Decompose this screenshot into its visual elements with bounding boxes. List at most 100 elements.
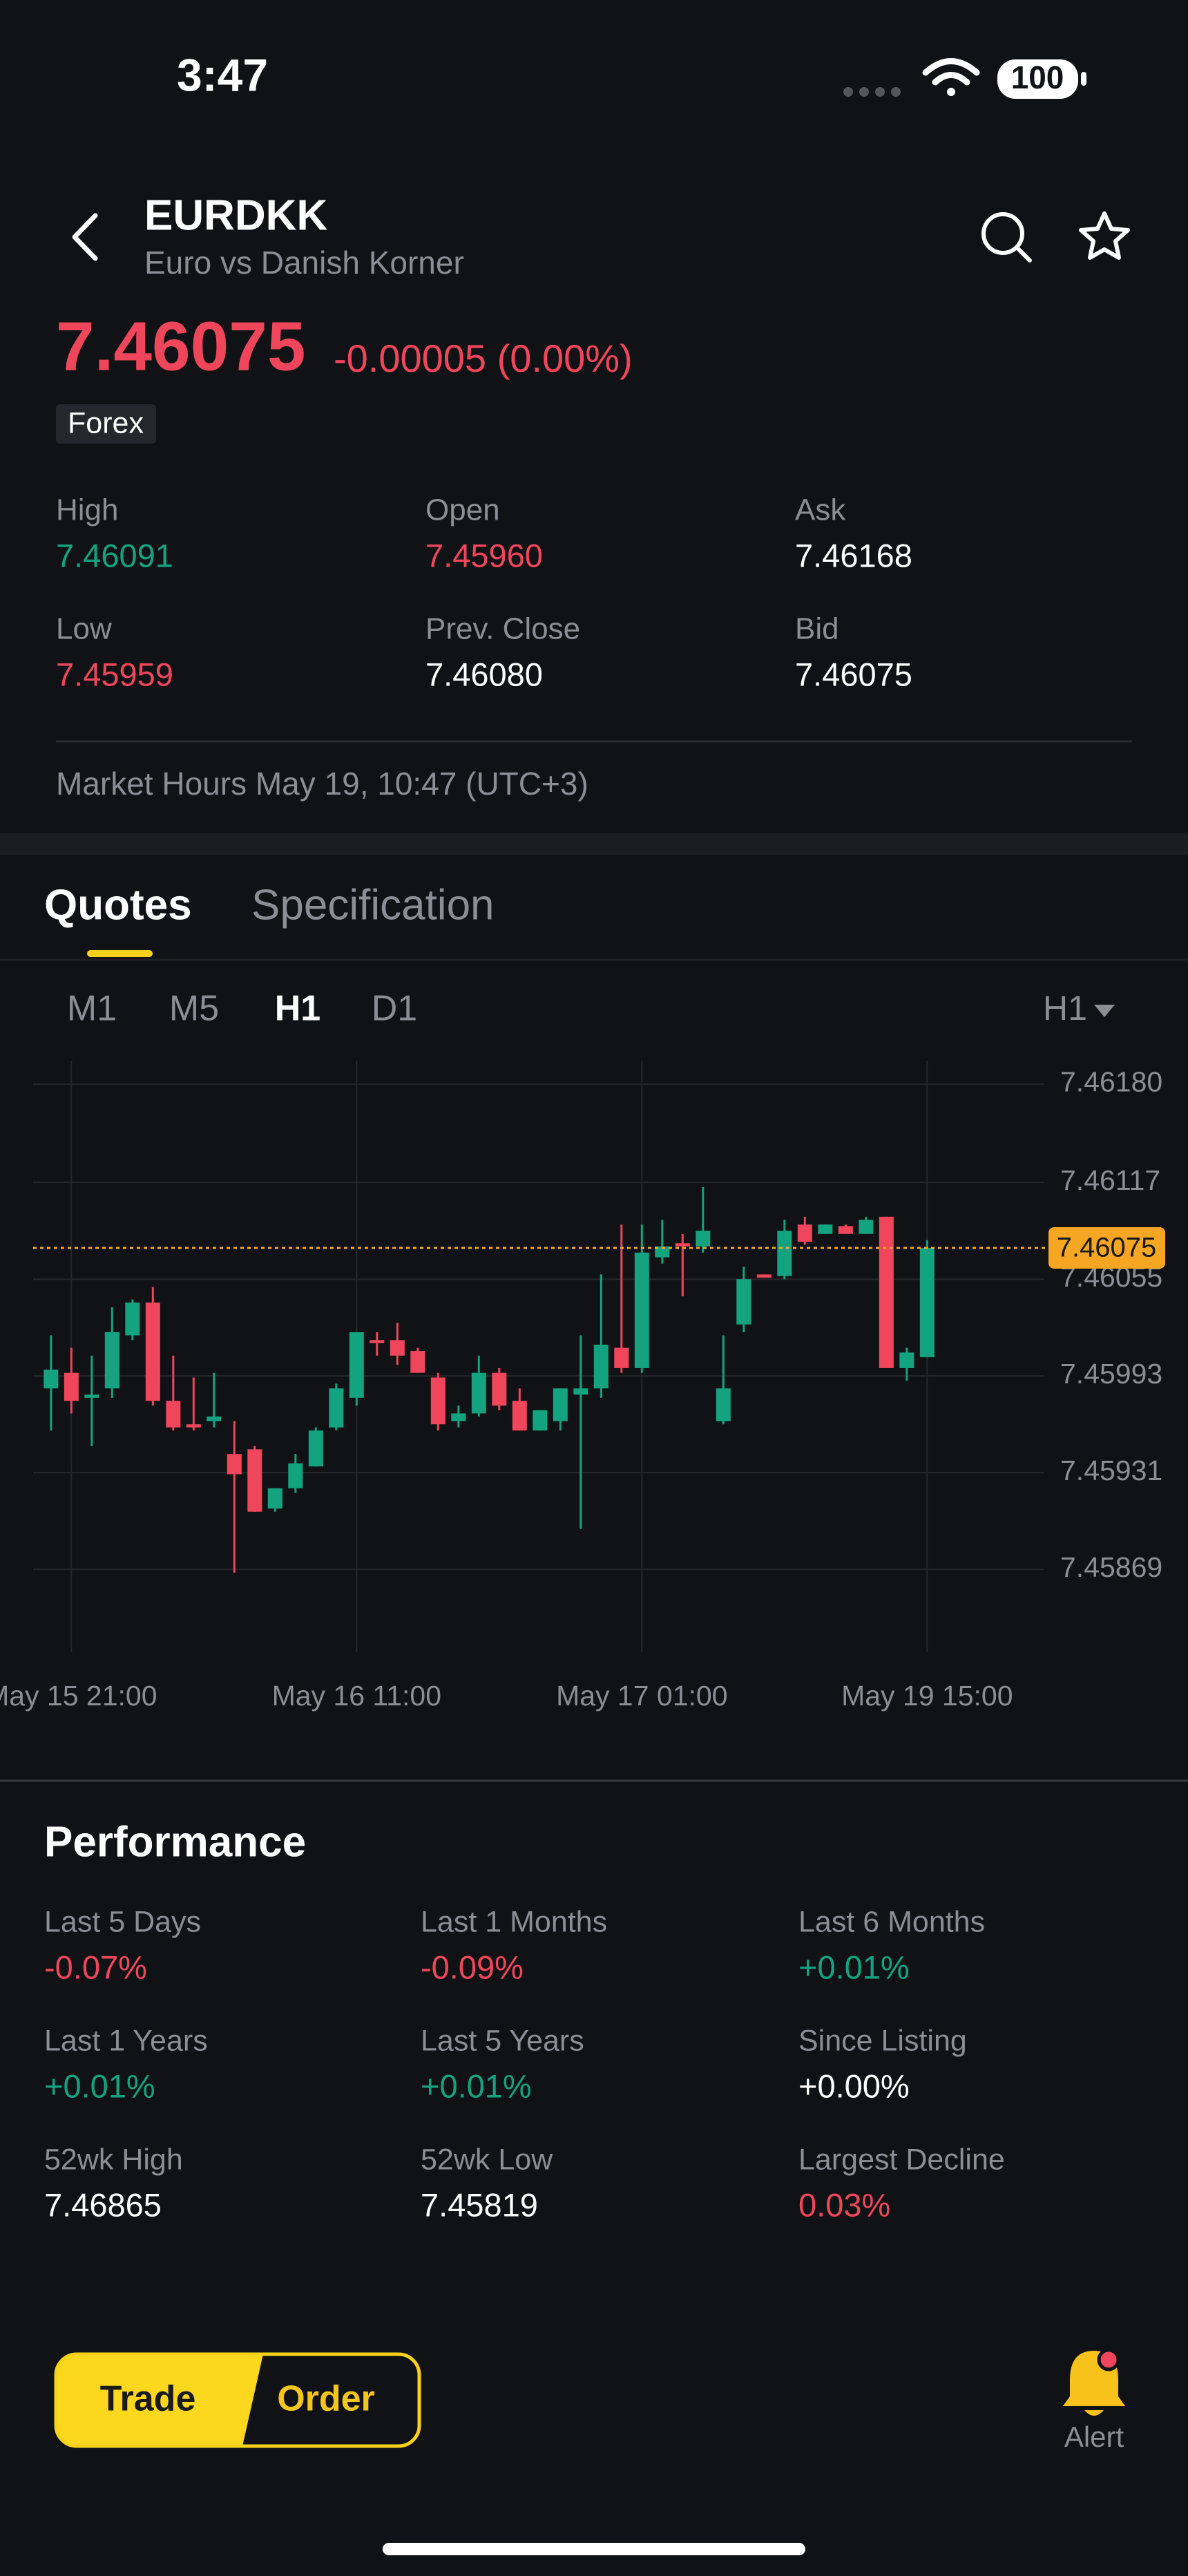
performance-value: -0.09% (421, 1949, 524, 1985)
performance-value: +0.00% (798, 2067, 910, 2104)
alert-icon[interactable] (1063, 2348, 1125, 2416)
candle-body (207, 1416, 222, 1421)
market-hours: Market Hours May 19, 10:47 (UTC+3) (56, 766, 588, 802)
candle-body (614, 1347, 629, 1368)
candle-body (370, 1340, 385, 1343)
candle-body (227, 1454, 242, 1475)
candle-body (308, 1430, 323, 1467)
y-tick-label: 7.46117 (1060, 1164, 1160, 1196)
stat-value: 7.45960 (425, 537, 543, 574)
stat-label: Low (56, 612, 112, 646)
candle-body (716, 1388, 731, 1421)
performance-label: 52wk Low (421, 2143, 553, 2176)
home-indicator (383, 2543, 805, 2555)
stat-value: 7.46168 (795, 537, 912, 574)
candle-body (634, 1252, 649, 1368)
candle-body (267, 1488, 282, 1509)
candle-body (166, 1401, 181, 1428)
tag-box (56, 404, 156, 444)
candle-body (125, 1303, 140, 1336)
performance-label: Last 6 Months (798, 1905, 985, 1938)
dropdown-arrow (1094, 1005, 1115, 1017)
trade-order-outline (54, 2352, 421, 2448)
interval[interactable]: D1 (372, 989, 417, 1029)
candle-body (349, 1332, 364, 1398)
x-tick-label: May 15 21:00 (0, 1680, 157, 1712)
candle-body (696, 1231, 711, 1247)
candle-body (899, 1352, 914, 1368)
candle-body (919, 1248, 935, 1358)
favorite-button[interactable] (1079, 211, 1130, 260)
x-tick-label: May 19 15:00 (841, 1680, 1013, 1712)
interval[interactable]: H1 (275, 989, 320, 1029)
stat-label: Prev. Close (425, 612, 580, 646)
tab[interactable]: Specification (251, 881, 495, 929)
performance-value: 7.45819 (421, 2186, 538, 2223)
trade-bg (56, 2354, 263, 2446)
candle-body (797, 1224, 812, 1242)
interval[interactable]: M5 (169, 989, 219, 1029)
candle-body (451, 1413, 466, 1421)
performance-label: Last 1 Years (44, 2024, 208, 2057)
candle-body (492, 1372, 507, 1406)
stat-value: 7.46091 (56, 537, 173, 574)
candle-body (675, 1243, 690, 1247)
x-tick-label: May 17 01:00 (556, 1680, 727, 1712)
candle-body (879, 1216, 894, 1368)
candle-body (655, 1246, 670, 1258)
y-tick-label: 7.45931 (1060, 1455, 1162, 1486)
candle-body (288, 1463, 303, 1488)
performance-title: Performance (44, 1818, 306, 1866)
stat-value: 7.45959 (56, 656, 173, 692)
candle-body (818, 1224, 833, 1234)
stat-label: Ask (795, 493, 846, 527)
interval-menu[interactable]: H1 (1043, 989, 1087, 1027)
stat-value: 7.46080 (425, 656, 543, 692)
chart: 7.461807.461177.460557.459937.459317.458… (0, 1061, 1165, 1712)
search-button[interactable] (981, 212, 1032, 263)
candle-body (593, 1345, 609, 1389)
signal-icon (843, 87, 901, 97)
symbol: EURDKK (144, 191, 327, 239)
candle-body (104, 1332, 119, 1389)
order-button[interactable]: Order (277, 2379, 375, 2419)
performance-label: 52wk High (44, 2143, 183, 2176)
performance-label: Last 1 Months (421, 1905, 607, 1938)
interval[interactable]: M1 (67, 989, 117, 1029)
candle-body (410, 1351, 425, 1373)
trade-order-group (56, 2354, 419, 2446)
current-price-label: 7.46075 (1057, 1233, 1157, 1263)
last-price: 7.46075 (56, 307, 305, 385)
candle-body (329, 1388, 344, 1428)
performance-label: Largest Decline (798, 2143, 1005, 2176)
current-price-badge (1048, 1227, 1165, 1269)
back-button[interactable] (72, 213, 98, 261)
performance-label: Last 5 Years (421, 2024, 584, 2057)
performance-value: 0.03% (798, 2186, 890, 2223)
candle-body (573, 1388, 588, 1395)
stat-label: Bid (795, 612, 839, 646)
battery-nub (1081, 72, 1086, 86)
section-gap (0, 833, 1188, 855)
alert-label[interactable]: Alert (1064, 2421, 1124, 2453)
x-tick-label: May 16 11:00 (272, 1680, 441, 1712)
tab[interactable]: Quotes (44, 881, 192, 929)
performance-value: -0.07% (44, 1949, 147, 1985)
performance-value: +0.01% (421, 2067, 532, 2104)
y-tick-label: 7.45993 (1060, 1358, 1162, 1390)
candle-body (512, 1401, 527, 1431)
candle-body (838, 1226, 853, 1234)
y-tick-label: 7.45869 (1060, 1551, 1162, 1583)
candle-body (44, 1370, 59, 1389)
trade-button[interactable]: Trade (100, 2379, 196, 2419)
tag: Forex (68, 406, 144, 439)
candle-body (471, 1372, 486, 1414)
candle-body (736, 1279, 751, 1325)
candle-body (756, 1274, 772, 1278)
performance-value: 7.46865 (44, 2186, 162, 2223)
stat-label: Open (425, 493, 500, 527)
battery-icon (997, 59, 1078, 99)
candle-body (859, 1220, 874, 1234)
